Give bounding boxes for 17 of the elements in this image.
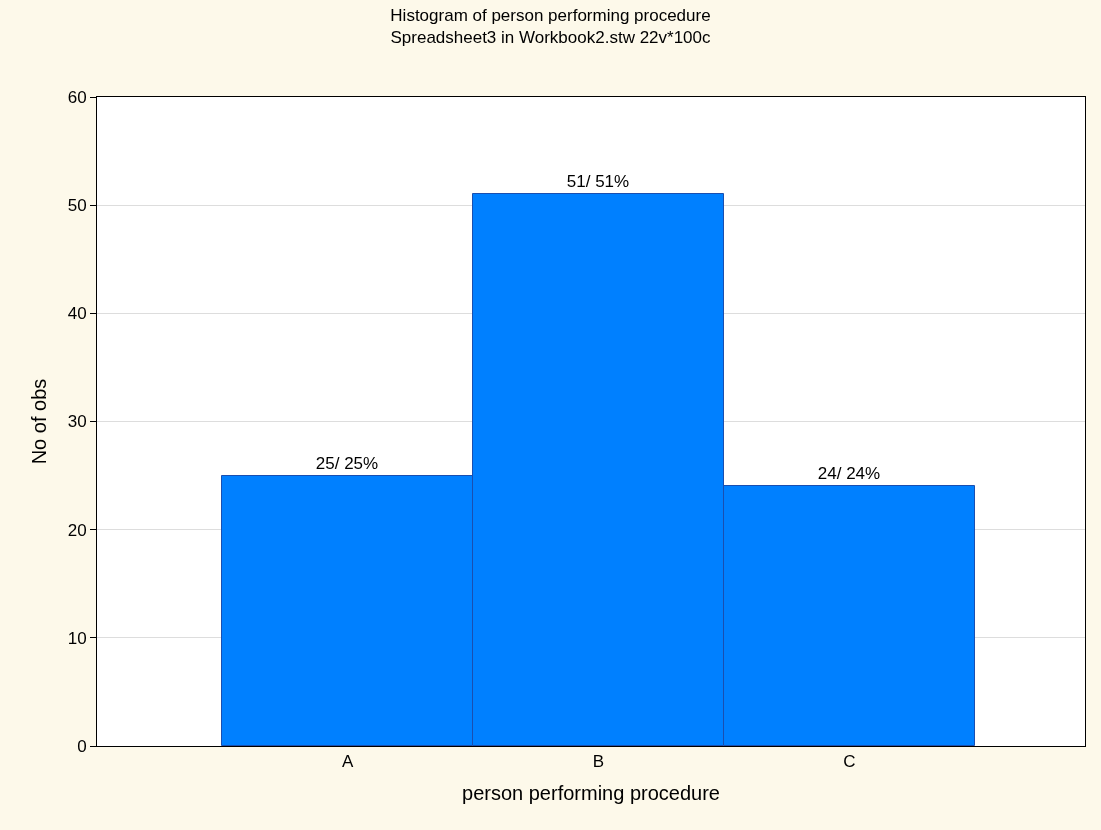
- x-tick-label: C: [843, 752, 856, 772]
- data-label: 25/ 25%: [315, 453, 379, 473]
- y-tick-label: 40: [67, 304, 87, 324]
- data-label: 24/ 24%: [817, 463, 881, 483]
- data-label: 51/ 51%: [566, 171, 630, 191]
- x-tick-label: B: [592, 752, 605, 772]
- y-tick-label: 10: [67, 628, 87, 648]
- y-tick-label: 60: [67, 87, 87, 107]
- y-tick-label: 30: [67, 412, 87, 432]
- x-tick-label: A: [342, 752, 355, 772]
- x-axis-title: person performing procedure: [462, 781, 720, 804]
- y-axis-title: No of obs: [28, 378, 51, 465]
- y-tick-label: 20: [67, 520, 87, 540]
- chart-title: Histogram of person performing procedure: [390, 5, 711, 25]
- y-tick-label: 50: [67, 196, 87, 216]
- chart-subtitle: Spreadsheet3 in Workbook2.stw 22v*100c: [390, 27, 712, 47]
- y-tick-label: 0: [77, 736, 87, 756]
